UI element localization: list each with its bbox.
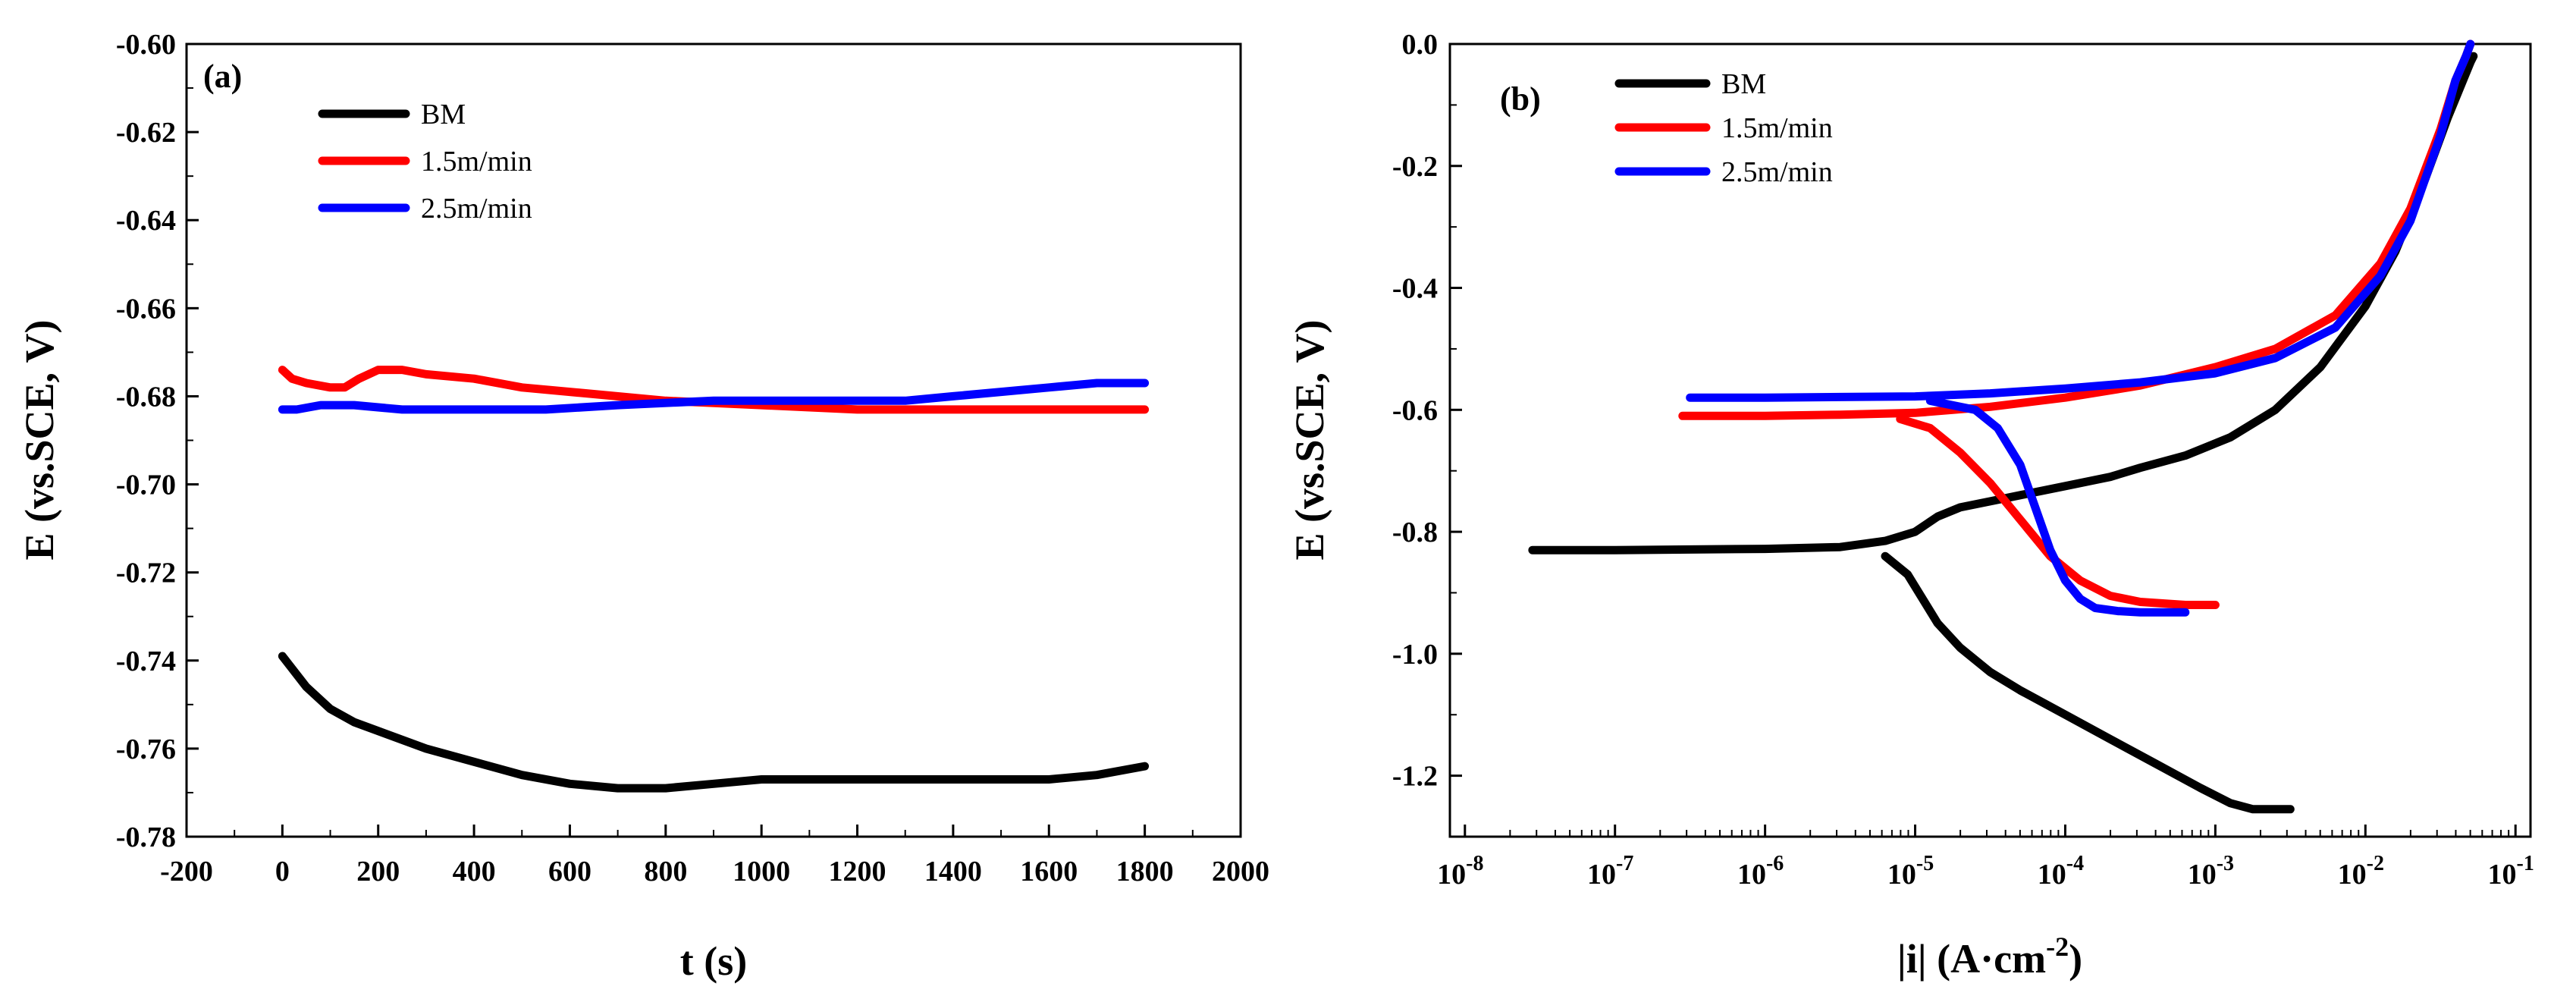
panel-b-x-tick-exponent: -6: [1766, 852, 1784, 875]
panel-a-legend-label: BM: [421, 99, 466, 130]
panel-b-x-tick-base: 10: [1737, 859, 1766, 891]
panel-a-x-tick-label: -200: [160, 856, 213, 887]
panel-a-x-tick-label: 800: [644, 856, 687, 887]
panel-a-y-tick-label: -0.74: [116, 646, 176, 677]
panel-a-x-tick-label: 1800: [1116, 856, 1174, 887]
panel-a-series: [278, 366, 1150, 793]
panel-b-x-tick-base: 10: [2038, 859, 2066, 891]
panel-b-x-tick-label: 10-3: [2188, 852, 2234, 891]
panel-b-legend-label: 1.5m/min: [1721, 112, 1833, 144]
panel-a-x-axis-title: t (s): [680, 938, 747, 984]
panel-a-x-tick-label: 400: [453, 856, 496, 887]
panel-b-y-tick-label: -1.0: [1392, 639, 1438, 671]
panel-b-y-tick-label: 0.0: [1402, 29, 1439, 61]
panel-b-label: (b): [1500, 80, 1541, 118]
panel-b-y-tick-label: -0.8: [1392, 517, 1438, 548]
panel-a-series-line-1-5m-min: [278, 366, 1150, 414]
panel-b-x-tick-exponent: -4: [2066, 852, 2084, 875]
panel-b-x-tick-exponent: -1: [2517, 852, 2534, 875]
panel-b-x-tick-base: 10: [1587, 859, 1616, 891]
panel-b-x-tick-exponent: -5: [1916, 852, 1934, 875]
panel-a-y-tick-label: -0.62: [116, 117, 176, 149]
panel-b-series-line-2-5m-min: [1686, 39, 2475, 402]
panel-a-series-line-BM: [278, 652, 1150, 793]
panel-b-series-line-1-5m-min: [1678, 39, 2475, 420]
panel-a-x-tick-label: 2000: [1212, 856, 1269, 887]
panel-b-x-tick-label: 10-7: [1587, 852, 1633, 891]
panel-b-y-axis: -1.2 -1.0 -0.8 -0.6 -0.4 -0.2 0.0: [1392, 29, 1462, 837]
panel-a-legend: BM 1.5m/min 2.5m/min: [318, 99, 532, 225]
panel-a-x-tick-label: 600: [548, 856, 591, 887]
panel-a-x-tick-label: 1200: [829, 856, 886, 887]
panel-b-x-tick-base: 10: [1887, 859, 1916, 891]
panel-b-x-tick-label: 10-6: [1737, 852, 1784, 891]
panel-a-y-tick-label: -0.72: [116, 558, 176, 589]
panel-a-x-axis: -200 0 200 400 600 800 1000 1200 1400 1600 1800 200…: [160, 825, 1269, 887]
panel-a-y-tick-label: -0.78: [116, 822, 176, 853]
panel-b-x-tick-base: 10: [2488, 859, 2517, 891]
panel-a-y-tick-label: -0.60: [116, 29, 176, 61]
panel-b-chart: 10-8 10-7 10-6 10-5 10-4 10-3 10-2 10-1 -1.2-1.…: [1287, 29, 2534, 982]
panel-b-x-axis: 10-8 10-7 10-6 10-5 10-4 10-3 10-2 10-1: [1437, 825, 2534, 891]
panel-b-x-tick-label: 10-4: [2038, 852, 2084, 891]
panel-b-x-tick-base: 10: [2338, 859, 2367, 891]
panel-b-x-tick-base: 10: [2188, 859, 2217, 891]
panel-a-y-tick-label: -0.68: [116, 381, 176, 413]
panel-a-x-tick-label: 1600: [1020, 856, 1078, 887]
panel-b-x-tick-label: 10-1: [2488, 852, 2534, 891]
panel-a-y-tick-label: -0.76: [116, 734, 176, 765]
panel-b-x-axis-title-main: |i| (A·cm: [1897, 936, 2046, 982]
panel-b-y-tick-label: -0.6: [1392, 394, 1438, 426]
panel-a-y-tick-label: -0.64: [116, 205, 176, 237]
panel-b-legend-label: 2.5m/min: [1721, 156, 1833, 188]
panel-a-chart: -200 0 200 400 600 800 1000 1200 1400 1600 1800 200…: [17, 29, 1269, 984]
panel-b-x-tick-exponent: -3: [2217, 852, 2234, 875]
panel-a-y-axis: -0.78 -0.76 -0.74 -0.72 -0.70 -0.68 -0.66 -0.64…: [116, 29, 199, 853]
panel-a-x-tick-label: 0: [275, 856, 290, 887]
panel-b-x-axis-title-end: ): [2069, 936, 2082, 982]
panel-b-series: [1528, 39, 2478, 814]
panel-b-x-tick-label: 10-2: [2338, 852, 2384, 891]
panel-b-x-tick-exponent: -7: [1616, 852, 1633, 875]
panel-b-x-tick-label: 10-8: [1437, 852, 1483, 891]
panel-a-x-tick-label: 1000: [733, 856, 790, 887]
panel-b-plot-frame: [1448, 42, 2532, 838]
panel-b-series-line-2-5m-min: [1925, 396, 2190, 617]
panel-b-y-tick-label: -0.2: [1392, 151, 1438, 183]
panel-a-legend-label: 2.5m/min: [421, 193, 532, 225]
panel-a-y-tick-label: -0.70: [116, 470, 176, 501]
panel-b-x-tick-base: 10: [1437, 859, 1466, 891]
panel-b-x-axis-title-sup: -2: [2046, 931, 2069, 962]
panel-b-y-tick-label: -1.2: [1392, 761, 1438, 793]
panel-b-y-tick-label: -0.4: [1392, 273, 1438, 305]
panel-b-legend-label: BM: [1721, 68, 1766, 100]
panel-b-x-tick-label: 10-5: [1887, 852, 1934, 891]
panel-a-series-line-2-5m-min: [278, 379, 1150, 414]
panel-a-y-axis-title: E (vs.SCE, V): [17, 319, 62, 560]
panel-a-y-tick-label: -0.66: [116, 293, 176, 325]
panel-b-y-axis-title: E (vs.SCE, V): [1287, 319, 1332, 560]
panel-b-x-tick-exponent: -2: [2367, 852, 2384, 875]
panel-a-x-tick-label: 1400: [924, 856, 982, 887]
panel-b-series-line-BM: [1881, 551, 2295, 814]
panel-a-legend-label: 1.5m/min: [421, 146, 532, 177]
panel-a-label: (a): [203, 58, 242, 95]
panel-b-x-axis-title: |i| (A·cm-2): [1897, 931, 2082, 982]
panel-b-x-tick-exponent: -8: [1466, 852, 1483, 875]
panel-a-x-tick-label: 200: [356, 856, 400, 887]
panel-b-legend: BM 1.5m/min 2.5m/min: [1614, 68, 1833, 188]
